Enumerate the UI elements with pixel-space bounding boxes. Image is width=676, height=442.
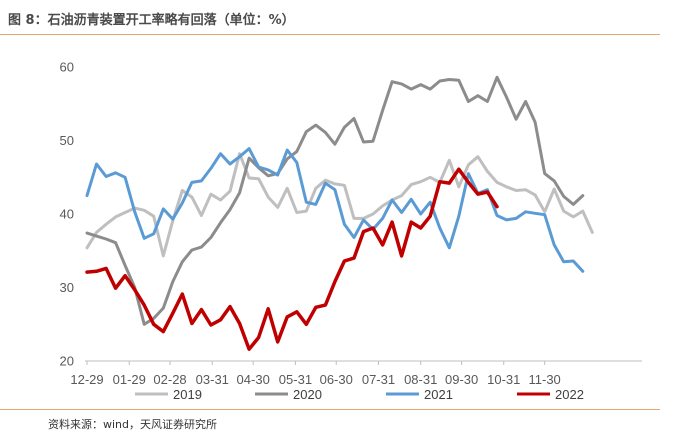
y-tick-label: 30 [60,280,74,295]
y-axis: 20 30 40 50 60 [60,60,74,369]
bottom-divider [0,409,660,410]
source-note: 资料来源：wind，天风证券研究所 [48,418,218,431]
y-tick-label: 40 [60,207,74,222]
line-chart: 20 30 40 50 60 12-29 01-29 02-28 03-31 04-30 05-3… [60,60,642,402]
legend: 2019 2020 2021 2022 [135,387,584,402]
series-line-2022 [85,167,499,351]
series-line-2021 [85,147,585,273]
x-tick-label: 08-31 [404,372,437,387]
x-tick-label: 01-29 [113,372,146,387]
x-tick-label: 06-30 [320,372,353,387]
y-tick-label: 60 [60,60,74,75]
figure-title: 图 8：石油沥青装置开工率略有回落（单位：%） [8,13,295,28]
x-tick-label: 05-31 [279,372,312,387]
legend-label-2020: 2020 [293,387,322,402]
x-tick-label: 12-29 [70,372,103,387]
y-tick-label: 20 [60,354,74,369]
legend-label-2021: 2021 [424,387,453,402]
legend-label-2022: 2022 [555,387,584,402]
series-lines [85,75,594,351]
x-tick-label: 04-30 [237,372,270,387]
x-tick-label: 09-30 [445,372,478,387]
x-tick-label: 03-31 [196,372,229,387]
x-axis: 12-29 01-29 02-28 03-31 04-30 05-31 06-30 07-31… [70,361,561,387]
series-line-2020 [85,75,585,326]
series-line-2019 [85,152,594,258]
x-tick-label: 02-28 [153,372,186,387]
top-divider [0,34,660,35]
x-tick-label: 07-31 [362,372,395,387]
x-tick-label: 10-31 [487,372,520,387]
x-tick-label: 11-30 [529,372,561,387]
y-tick-label: 50 [60,133,74,148]
legend-label-2019: 2019 [173,387,202,402]
